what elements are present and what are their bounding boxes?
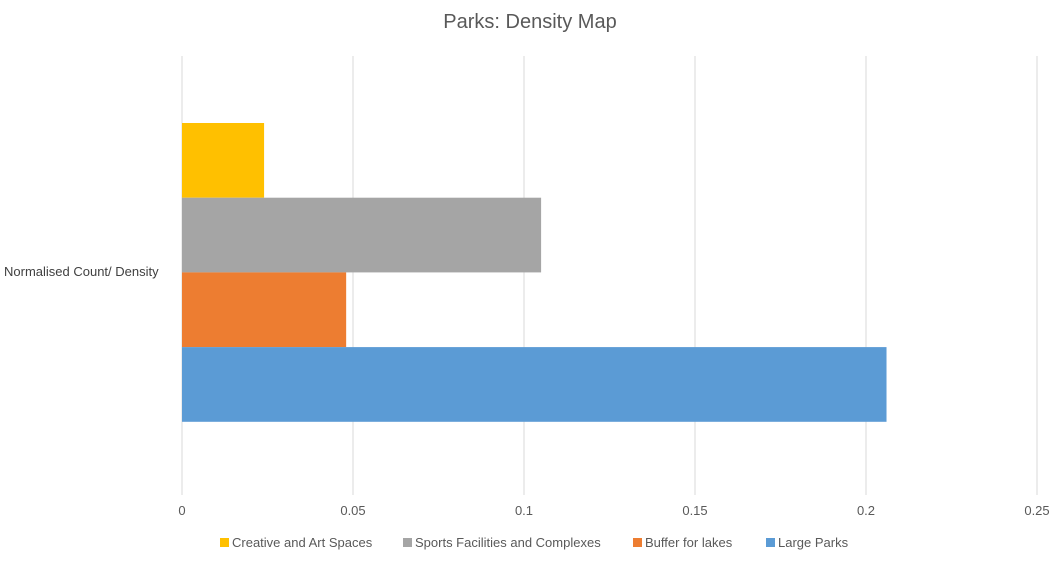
legend-swatch — [766, 538, 775, 547]
bars — [182, 123, 887, 422]
x-tick-label: 0.1 — [515, 503, 533, 518]
legend-item: Sports Facilities and Complexes — [403, 535, 601, 550]
x-tick-label: 0.25 — [1024, 503, 1049, 518]
legend-label: Creative and Art Spaces — [232, 535, 373, 550]
legend-item: Creative and Art Spaces — [220, 535, 373, 550]
bar-sports-facilities-and-complexes — [182, 197, 542, 273]
bar-buffer-for-lakes — [182, 272, 347, 348]
x-tick-label: 0.05 — [340, 503, 365, 518]
legend-swatch — [220, 538, 229, 547]
legend-swatch — [633, 538, 642, 547]
x-tick-label: 0.2 — [857, 503, 875, 518]
legend-label: Sports Facilities and Complexes — [415, 535, 601, 550]
legend-item: Buffer for lakes — [633, 535, 733, 550]
legend-label: Large Parks — [778, 535, 849, 550]
legend: Creative and Art Spaces Sports Facilities… — [220, 535, 849, 550]
x-tick-label: 0 — [178, 503, 185, 518]
chart-title: Parks: Density Map — [443, 11, 616, 33]
legend-label: Buffer for lakes — [645, 535, 733, 550]
y-category-label: Normalised Count/ Density — [4, 264, 159, 279]
bar-creative-and-art-spaces — [182, 123, 265, 198]
axis: 0 0.05 0.1 0.15 0.2 0.25 Normalised Count/ Den… — [4, 264, 1050, 518]
legend-swatch — [403, 538, 412, 547]
legend-item: Large Parks — [766, 535, 849, 550]
x-tick-label: 0.15 — [682, 503, 707, 518]
grid-lines — [181, 56, 1038, 495]
bar-large-parks — [182, 347, 887, 422]
